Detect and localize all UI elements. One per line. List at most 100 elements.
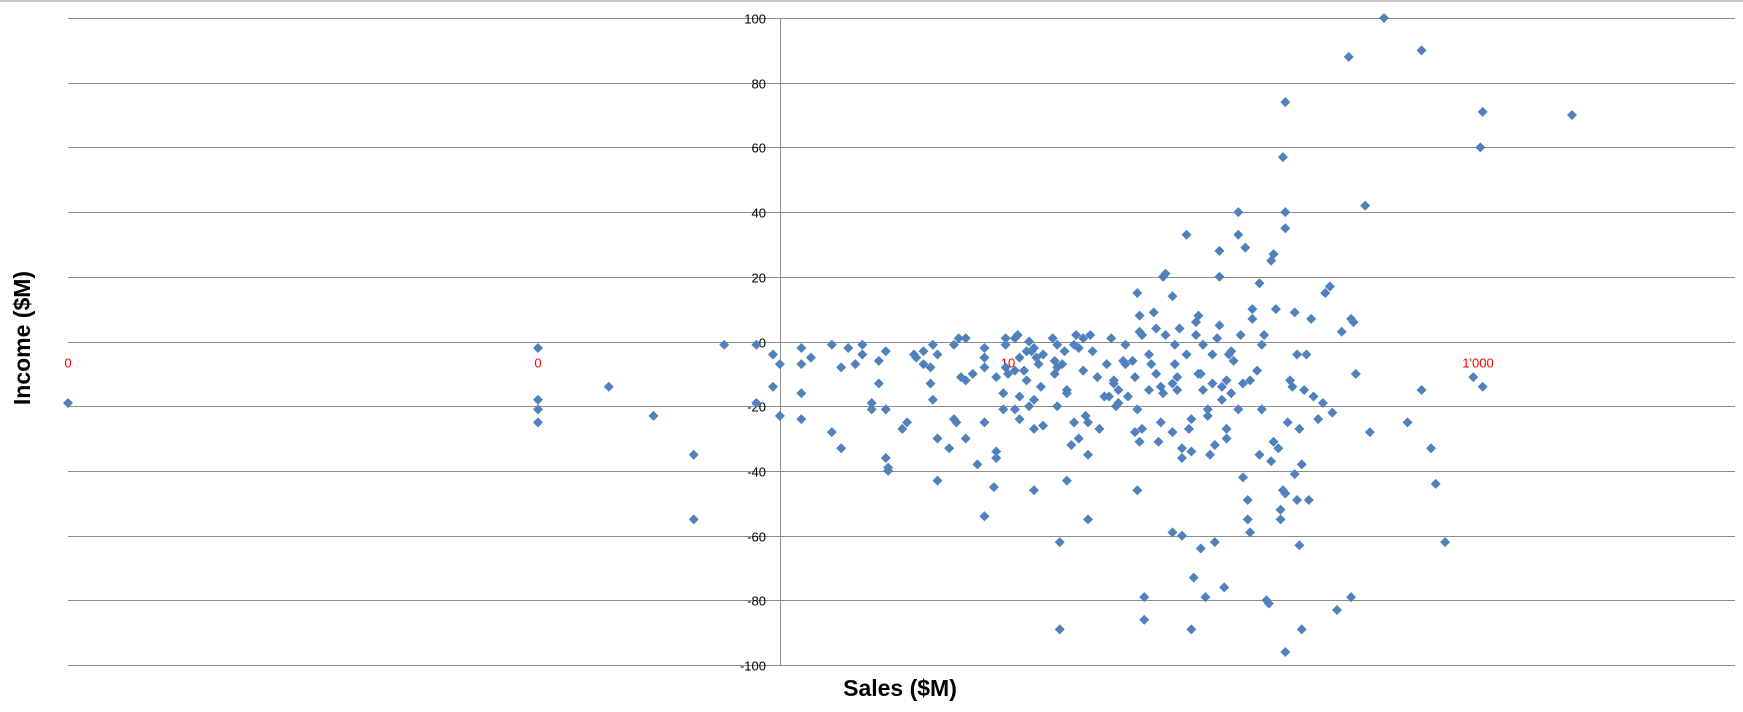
data-point [866, 404, 877, 415]
data-point [1296, 459, 1307, 470]
data-point [927, 339, 938, 350]
data-point [1120, 339, 1131, 350]
data-point [1169, 359, 1180, 370]
data-point [1106, 333, 1117, 344]
data-point [1148, 307, 1159, 318]
data-point [1292, 349, 1303, 360]
data-point [1155, 417, 1166, 428]
data-point [1061, 475, 1072, 486]
data-point [1085, 330, 1096, 341]
data-point [972, 459, 983, 470]
data-point [1014, 352, 1025, 363]
data-point [796, 388, 807, 399]
data-point [1186, 624, 1197, 635]
data-point [948, 339, 959, 350]
data-point [1174, 323, 1185, 334]
data-point [1317, 397, 1328, 408]
data-point [1233, 207, 1244, 218]
data-point [1402, 417, 1413, 428]
data-point [1134, 310, 1145, 321]
data-point [1120, 359, 1131, 370]
data-point [850, 359, 861, 370]
grid-lines [68, 18, 1735, 666]
data-point [1153, 436, 1164, 447]
data-point [1108, 378, 1119, 389]
data-point [1071, 330, 1082, 341]
data-point [1273, 443, 1284, 454]
data-point [1280, 97, 1291, 108]
data-point [836, 443, 847, 454]
data-point [1289, 469, 1300, 480]
data-point [1308, 391, 1319, 402]
data-point [1019, 365, 1030, 376]
data-point [866, 397, 877, 408]
data-point [1073, 342, 1084, 353]
data-point [1268, 249, 1279, 260]
data-point [1083, 514, 1094, 525]
data-point [648, 410, 659, 421]
data-point [1468, 372, 1479, 383]
data-point [1360, 200, 1371, 211]
data-point [751, 339, 762, 350]
data-point [603, 381, 614, 392]
data-point [843, 342, 854, 353]
data-point [1198, 339, 1209, 350]
data-point [1219, 582, 1230, 593]
data-point [1242, 514, 1253, 525]
data-point [1477, 106, 1488, 117]
data-point [925, 362, 936, 373]
data-point [960, 433, 971, 444]
data-point [1188, 572, 1199, 583]
data-point [1209, 537, 1220, 548]
data-point [1024, 401, 1035, 412]
data-point [880, 346, 891, 357]
data-point [1054, 537, 1065, 548]
y-tick-label: -100 [740, 659, 766, 674]
data-point [1287, 381, 1298, 392]
data-point [1092, 372, 1103, 383]
y-tick-label: 20 [752, 271, 766, 286]
data-point [1207, 349, 1218, 360]
data-point [1364, 427, 1375, 438]
data-point [1209, 440, 1220, 451]
data-point [918, 346, 929, 357]
data-point [1275, 514, 1286, 525]
data-point [533, 394, 543, 405]
data-point [979, 511, 990, 522]
data-point [826, 339, 837, 350]
data-point [1259, 330, 1270, 341]
data-point [1292, 495, 1303, 506]
data-point [768, 349, 778, 360]
data-point [1028, 342, 1039, 353]
data-point [1280, 207, 1291, 218]
data-point [1212, 333, 1223, 344]
data-point [1430, 478, 1441, 489]
data-point [880, 452, 891, 463]
data-point [1299, 385, 1310, 396]
data-point [1235, 330, 1246, 341]
data-point [1169, 339, 1180, 350]
data-point [1238, 472, 1248, 483]
data-point [1103, 391, 1114, 402]
data-point [1186, 414, 1197, 425]
data-point [1195, 368, 1206, 379]
data-point [1137, 330, 1148, 341]
data-point [1195, 543, 1206, 554]
data-point [1202, 404, 1213, 415]
data-point [902, 417, 913, 428]
axes [0, 0, 1743, 666]
data-point [932, 349, 943, 360]
data-point [1226, 388, 1237, 399]
data-point [1425, 443, 1436, 454]
data-point [979, 417, 990, 428]
data-point [1221, 375, 1232, 386]
data-point [1028, 485, 1039, 496]
data-point [1198, 385, 1209, 396]
data-point [1280, 488, 1291, 499]
data-point [768, 381, 778, 392]
data-point [1350, 368, 1361, 379]
data-point [857, 349, 868, 360]
data-point [1139, 614, 1150, 625]
